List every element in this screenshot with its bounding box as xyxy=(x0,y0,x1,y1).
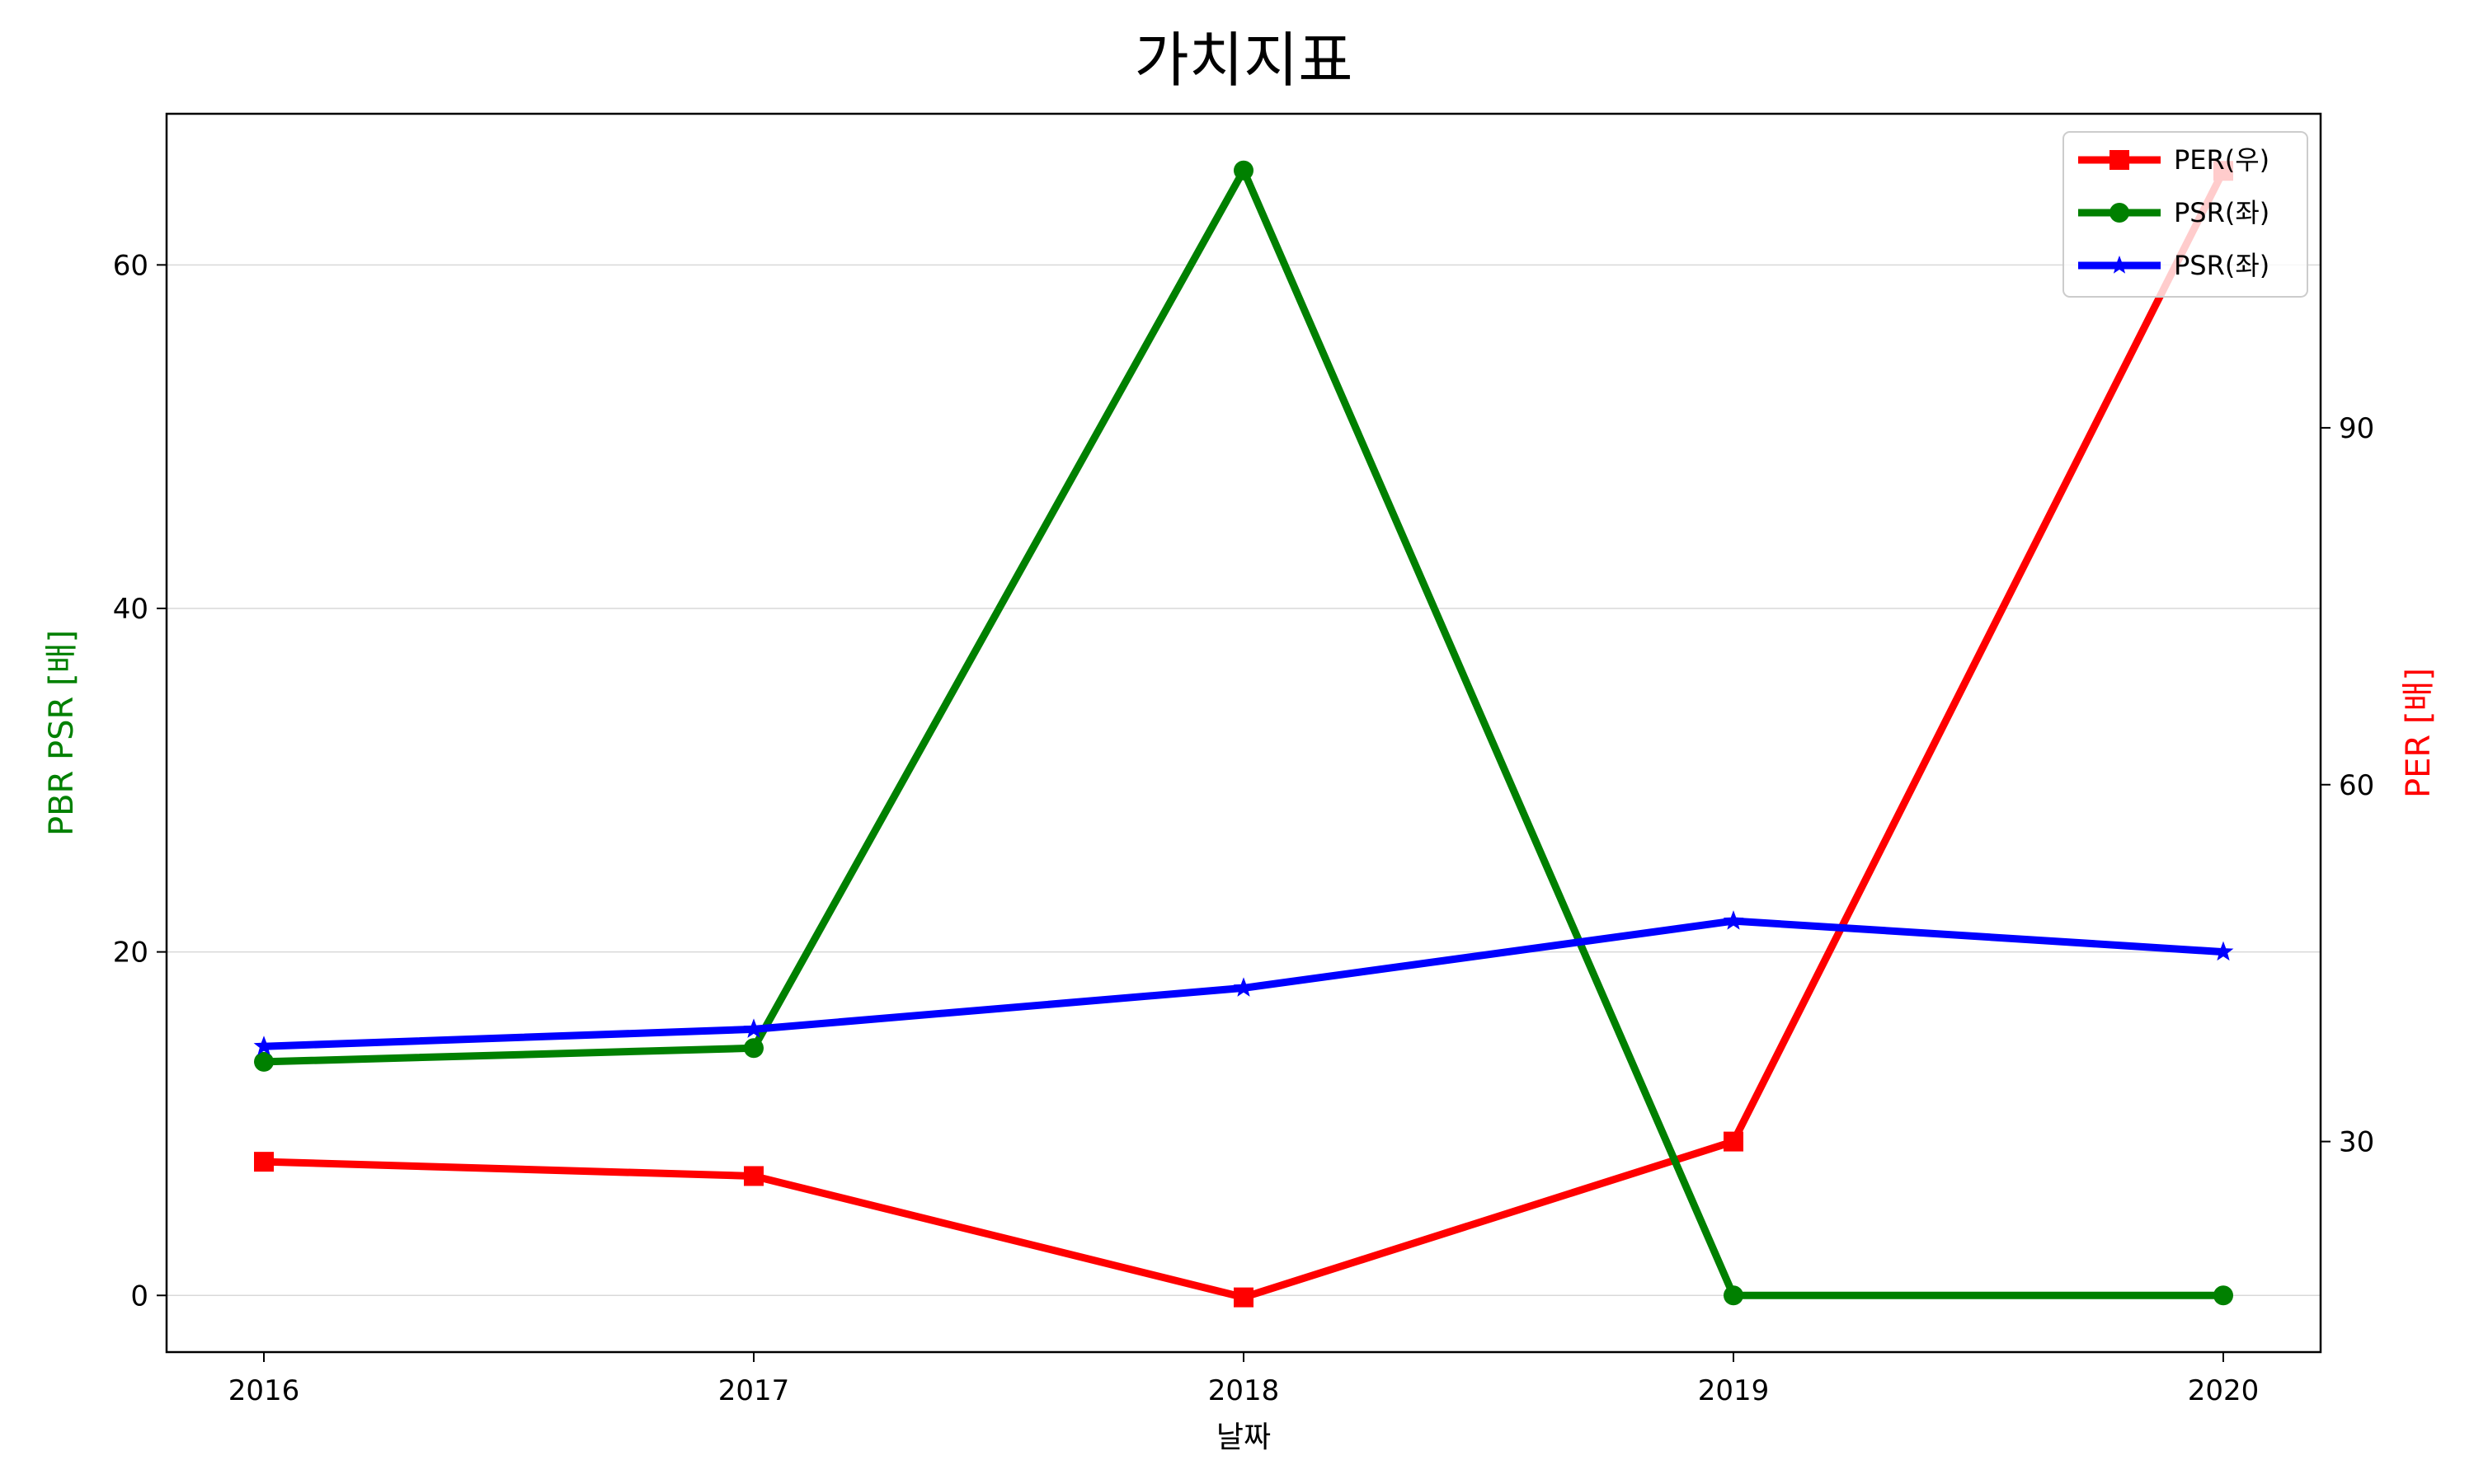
data-point-circle xyxy=(2109,203,2129,223)
series-0 xyxy=(254,161,2233,1308)
data-point-circle xyxy=(254,1051,274,1072)
x-tick-label: 2017 xyxy=(718,1374,790,1407)
data-point-star xyxy=(2213,941,2234,961)
left-tick-label: 20 xyxy=(113,937,148,970)
data-point-circle xyxy=(1724,1285,1743,1306)
data-point-star xyxy=(743,1018,764,1038)
series-1 xyxy=(254,160,2233,1306)
left-y-axis-label: PBR PSR [배] xyxy=(43,630,81,836)
legend-label: PSR(좌) xyxy=(2174,250,2269,281)
series-layer xyxy=(253,160,2234,1308)
data-point-star xyxy=(253,1036,275,1055)
left-tick-label: 40 xyxy=(113,593,148,626)
data-point-circle xyxy=(1234,160,1253,181)
grid-lines xyxy=(167,264,2321,1297)
series-line xyxy=(260,167,2227,1302)
right-tick-label: 30 xyxy=(2339,1126,2374,1159)
data-point-circle xyxy=(2213,1285,2233,1306)
left-tick-label: 60 xyxy=(113,249,148,282)
data-point-square xyxy=(254,1152,274,1172)
data-point-circle xyxy=(744,1038,764,1059)
right-y-axis: 30 60 90 xyxy=(2321,412,2374,1159)
x-tick-label: 2016 xyxy=(228,1374,300,1407)
right-tick-label: 90 xyxy=(2339,412,2374,445)
x-tick-label: 2018 xyxy=(1208,1374,1280,1407)
legend-label: PER(우) xyxy=(2174,144,2269,176)
left-y-axis: 0 20 40 60 xyxy=(113,249,167,1313)
data-point-star xyxy=(1233,977,1254,997)
right-tick-label: 60 xyxy=(2339,769,2374,802)
x-axis: 2016 2017 2018 2019 2020 xyxy=(228,1352,2260,1407)
legend: PER(우) PSR(좌) PSR(좌) xyxy=(2062,131,2308,298)
legend-item: PSR(좌) xyxy=(2078,197,2269,228)
data-point-star xyxy=(1723,910,1744,930)
series-2 xyxy=(253,910,2234,1055)
legend-label: PSR(좌) xyxy=(2174,197,2269,228)
data-point-square xyxy=(2109,150,2129,170)
right-y-axis-label: PER [배] xyxy=(2400,668,2438,798)
legend-item: PER(우) xyxy=(2078,144,2269,176)
data-point-square xyxy=(744,1166,764,1186)
data-point-square xyxy=(1234,1287,1253,1308)
chart-title: 가치지표 xyxy=(1135,26,1353,95)
series-line xyxy=(260,167,2227,1299)
legend-item: PSR(좌) xyxy=(2078,250,2269,281)
data-point-square xyxy=(1724,1131,1743,1152)
legend-box xyxy=(2062,131,2308,298)
x-tick-label: 2019 xyxy=(1698,1374,1770,1407)
data-point-star xyxy=(2109,256,2129,274)
x-tick-label: 2020 xyxy=(2188,1374,2260,1407)
x-axis-label: 날짜 xyxy=(1216,1421,1271,1454)
left-tick-label: 0 xyxy=(130,1280,148,1313)
